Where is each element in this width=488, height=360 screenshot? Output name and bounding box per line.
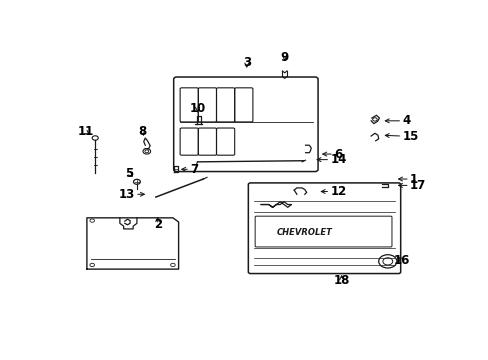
Text: 7: 7 [189, 163, 198, 176]
Text: 16: 16 [393, 254, 409, 267]
Text: 10: 10 [189, 102, 205, 115]
Text: 9: 9 [280, 50, 288, 64]
Text: 6: 6 [333, 148, 342, 161]
Text: 18: 18 [333, 274, 349, 287]
Text: 12: 12 [329, 185, 346, 198]
Text: 2: 2 [153, 218, 162, 231]
Text: 15: 15 [401, 130, 418, 143]
Text: 8: 8 [138, 125, 146, 138]
Text: 13: 13 [119, 188, 135, 201]
Text: 11: 11 [78, 125, 94, 138]
Text: 4: 4 [401, 114, 409, 127]
Text: 14: 14 [329, 153, 346, 166]
Text: CHEVROLET: CHEVROLET [277, 228, 332, 237]
Text: 3: 3 [242, 56, 250, 69]
Text: 5: 5 [125, 167, 133, 180]
Text: 17: 17 [409, 179, 425, 192]
Text: 1: 1 [409, 172, 417, 185]
